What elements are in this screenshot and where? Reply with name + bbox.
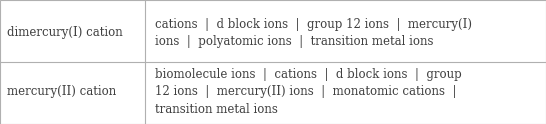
Text: mercury(II) cation: mercury(II) cation bbox=[7, 85, 116, 98]
Text: dimercury(I) cation: dimercury(I) cation bbox=[7, 26, 122, 39]
Text: cations  |  d block ions  |  group 12 ions  |  mercury(I)
ions  |  polyatomic io: cations | d block ions | group 12 ions |… bbox=[155, 18, 472, 48]
Text: biomolecule ions  |  cations  |  d block ions  |  group
12 ions  |  mercury(II) : biomolecule ions | cations | d block ion… bbox=[155, 68, 461, 116]
